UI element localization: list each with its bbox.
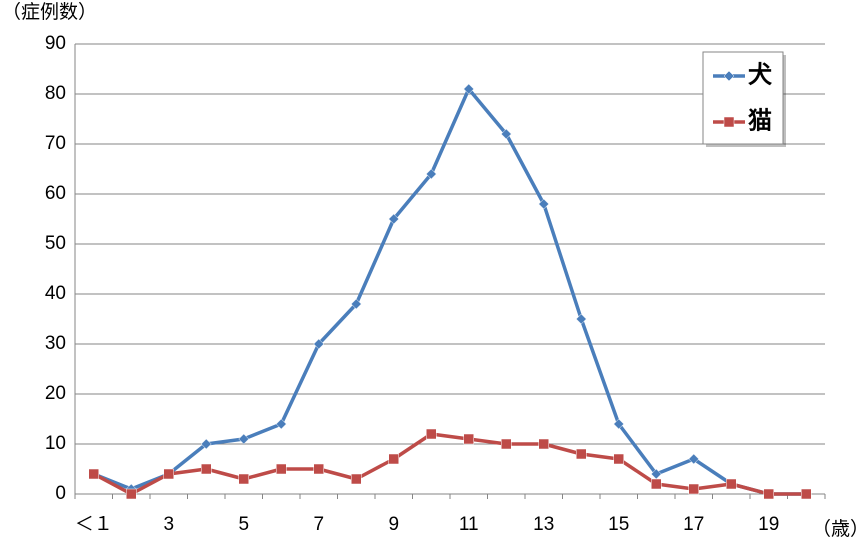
point: [201, 463, 212, 475]
point: [688, 453, 700, 465]
point: [726, 478, 737, 490]
x-tick-label: ＜１: [75, 514, 113, 535]
y-tick-label: 10: [45, 433, 66, 454]
x-tick-label: 11: [459, 514, 479, 535]
point: [801, 488, 812, 500]
point: [425, 168, 437, 180]
point: [275, 418, 287, 430]
y-tick-label: 50: [45, 233, 66, 254]
point: [388, 213, 400, 225]
series-line: [92, 432, 807, 496]
legend-label: 猫: [748, 107, 772, 134]
point: [463, 433, 474, 445]
point: [538, 438, 549, 450]
point: [351, 473, 362, 485]
y-tick-label: 40: [45, 283, 66, 304]
point: [613, 453, 624, 465]
legend-box: [702, 51, 784, 145]
point: [163, 468, 174, 480]
point: [238, 473, 249, 485]
point: [651, 478, 662, 490]
point: [613, 418, 625, 430]
series-line: [93, 87, 807, 496]
x-tick-label: 17: [683, 514, 704, 535]
point: [688, 483, 699, 495]
y-tick-label: 60: [45, 183, 66, 204]
point: [126, 488, 137, 500]
x-tick-label: 15: [608, 514, 629, 535]
point: [88, 468, 99, 480]
point: [238, 433, 250, 445]
y-tick-label: 0: [55, 483, 66, 504]
point: [276, 463, 287, 475]
y-tick-label: 70: [45, 133, 66, 154]
point: [313, 338, 325, 350]
point: [350, 298, 362, 310]
y-tick-label: 80: [45, 83, 66, 104]
x-tick-label: 7: [313, 514, 324, 535]
point: [463, 83, 475, 95]
point: [388, 453, 399, 465]
point: [313, 463, 324, 475]
point: [426, 428, 437, 440]
y-tick-label: 30: [45, 333, 66, 354]
x-tick-label: 9: [388, 514, 399, 535]
legend-label: 犬: [748, 61, 773, 88]
point: [200, 438, 212, 450]
x-tick-label: 5: [238, 514, 249, 535]
point: [538, 198, 550, 210]
y-tick-label: 20: [45, 383, 66, 404]
x-tick-label: 19: [758, 514, 779, 535]
y-tick-label: 90: [45, 33, 66, 54]
x-tick-label: 3: [163, 514, 174, 535]
point: [501, 438, 512, 450]
point: [500, 128, 512, 140]
x-axis-label: （歳）: [812, 518, 858, 540]
point: [575, 313, 587, 325]
point: [763, 488, 774, 500]
point: [723, 70, 735, 82]
x-tick-label: 13: [533, 514, 554, 535]
point: [723, 116, 735, 128]
point: [576, 448, 587, 460]
legend: 犬猫: [702, 51, 786, 147]
y-axis-label: （症例数）: [2, 1, 97, 23]
